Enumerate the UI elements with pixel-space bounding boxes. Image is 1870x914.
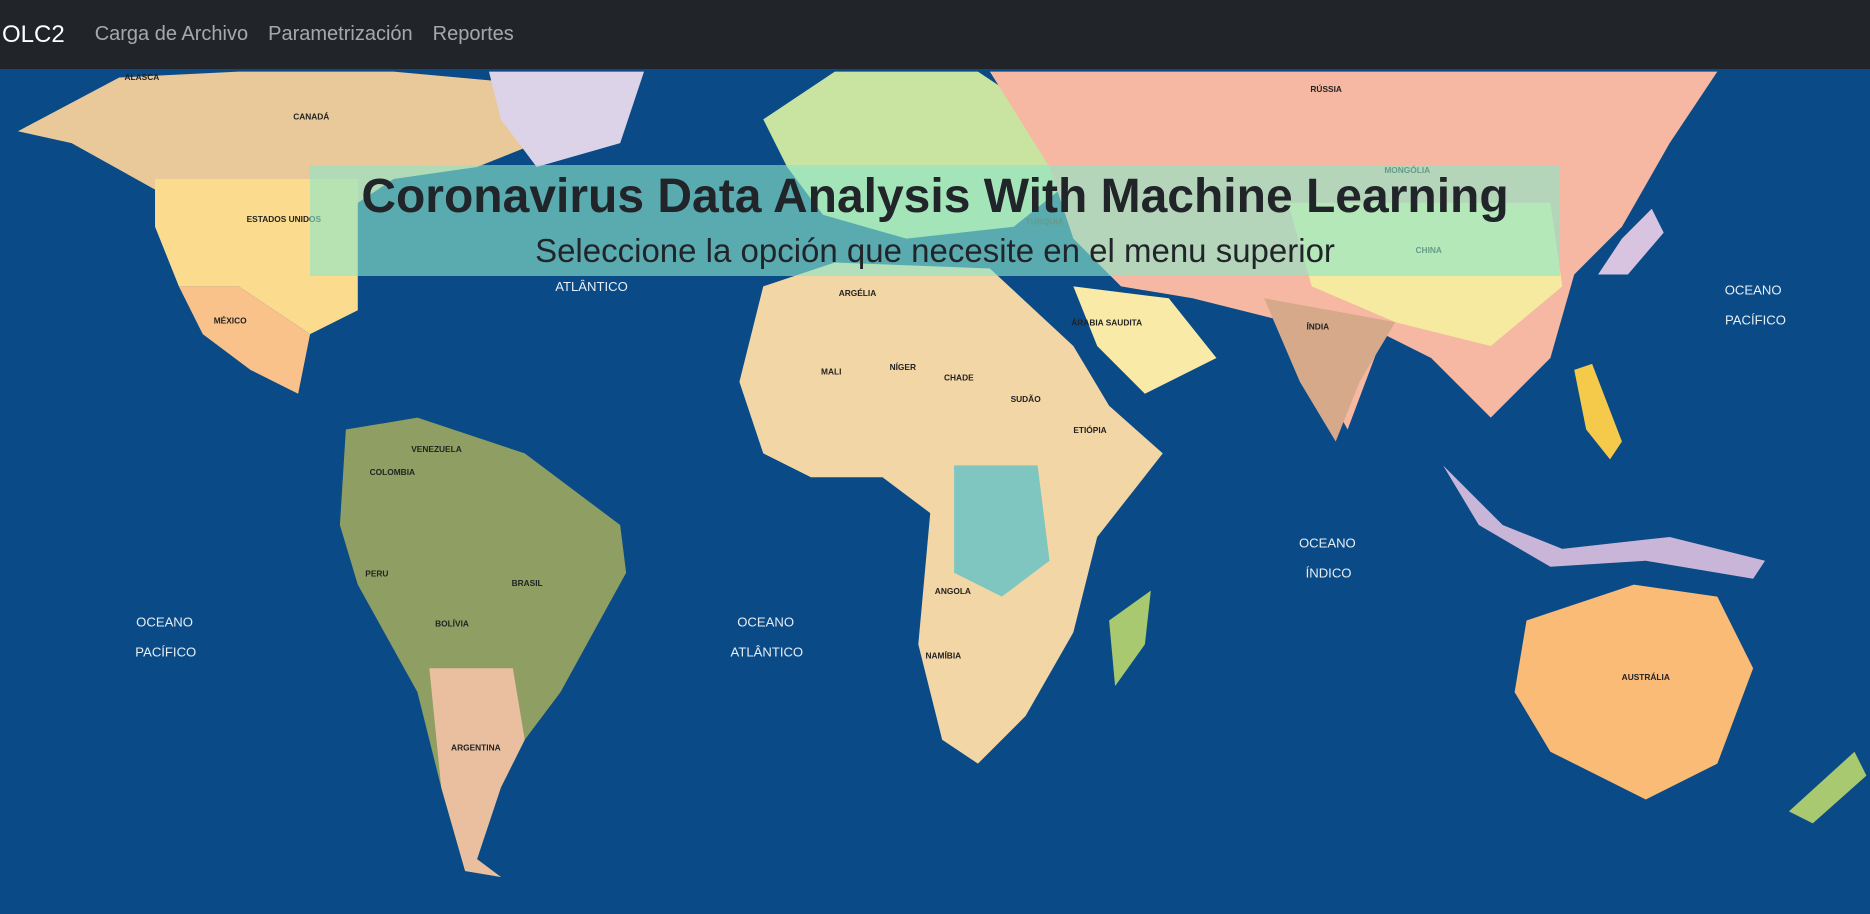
ocean-label: ATLÂNTICO [555, 279, 628, 294]
greenland [488, 71, 645, 168]
country-label: CANADÁ [293, 110, 329, 121]
country-label: ARGENTINA [451, 743, 501, 753]
nav-link[interactable]: Carga de Archivo [94, 23, 249, 45]
argentina [429, 668, 525, 878]
new-zealand [1788, 751, 1867, 824]
country-label: PERU [365, 568, 388, 578]
country-label: ÁRABIA SAUDITA [1071, 317, 1142, 328]
hero-subtitle: Seleccione la opción que necesite en el … [535, 232, 1335, 269]
country-label: BOLÍVIA [435, 617, 469, 628]
south-america [339, 417, 627, 878]
ocean-label: PACÍFICO [135, 644, 196, 659]
map-labels: ALASCA CANADÁ ESTADOS UNIDOS MÉXICO ATLÂNTIC… [125, 72, 1786, 753]
country-label: NAMÍBIA [926, 650, 962, 661]
country-label: BRASIL [512, 578, 543, 588]
ocean-label: PACÍFICO [1725, 313, 1786, 328]
nav-link[interactable]: Reportes [432, 23, 514, 45]
ocean-label: ÍNDICO [1306, 566, 1352, 581]
country-label: NÍGER [890, 361, 916, 372]
country-label: RÚSSIA [1310, 83, 1342, 94]
arabia [1073, 286, 1217, 394]
country-label: ÍNDIA [1306, 320, 1329, 331]
ocean-label: OCEANO [1725, 283, 1782, 298]
japan [1598, 208, 1664, 275]
ocean-label: OCEANO [1299, 536, 1356, 551]
ocean-label: OCEANO [136, 614, 193, 629]
hero-banner: Coronavirus Data Analysis With Machine L… [310, 165, 1560, 276]
country-label: SUDÃO [1011, 394, 1042, 404]
country-label: MALI [821, 367, 841, 377]
usa [155, 178, 358, 335]
nav-link[interactable]: Parametrización [268, 23, 413, 45]
country-label: ANGOLA [935, 586, 971, 596]
country-label: ARGÉLIA [839, 287, 877, 298]
philippines [1574, 363, 1622, 460]
country-label: AUSTRÁLIA [1622, 671, 1670, 682]
mexico [178, 286, 311, 394]
hero-title: Coronavirus Data Analysis With Machine L… [361, 170, 1509, 223]
country-label: COLOMBIA [370, 467, 415, 477]
australia [1514, 584, 1754, 800]
brand[interactable]: OLC2 [2, 20, 65, 48]
central-africa [954, 465, 1050, 597]
country-label: ETIÓPIA [1073, 424, 1106, 435]
country-label: VENEZUELA [411, 444, 462, 454]
ocean-label: ATLÂNTICO [731, 644, 804, 659]
navbar: OLC2 Carga de Archivo Parametrización Re… [0, 0, 1870, 69]
ocean-label: OCEANO [737, 614, 794, 629]
country-label: CHADE [944, 373, 974, 383]
madagascar [1109, 590, 1151, 687]
country-label: MÉXICO [214, 314, 247, 325]
africa [739, 262, 1163, 764]
indonesia [1443, 465, 1766, 579]
india [1264, 298, 1396, 442]
country-label: ESTADOS UNIDOS [247, 214, 322, 224]
country-label: ALASCA [125, 72, 160, 82]
